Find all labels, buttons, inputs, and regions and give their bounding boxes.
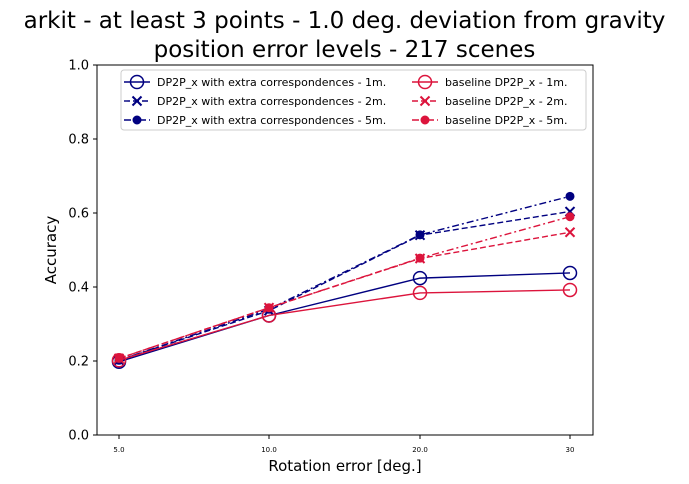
- legend: DP2P_x with extra correspondences - 1m. D…: [120, 69, 587, 131]
- legend-label: DP2P_x with extra correspondences - 5m.: [157, 114, 386, 127]
- series-5: [113, 227, 576, 364]
- legend-box: [120, 69, 587, 131]
- series-6: [114, 212, 575, 363]
- legend-item: baseline DP2P_x - 2m.: [412, 95, 568, 108]
- data-point: [114, 353, 124, 363]
- legend-marker: [129, 74, 145, 90]
- series-1: [111, 265, 578, 369]
- legend-label: DP2P_x with extra correspondences - 1m.: [157, 76, 386, 89]
- x-tick-label: 10.0: [261, 446, 277, 454]
- series-line: [118, 195, 571, 361]
- data-point: [412, 285, 428, 301]
- legend-item: DP2P_x with extra correspondences - 2m.: [124, 95, 386, 108]
- data-point: [565, 191, 575, 201]
- series-line: [118, 231, 571, 360]
- series-4: [111, 282, 578, 368]
- y-tick-label: 0.6: [68, 207, 89, 222]
- legend-label: baseline DP2P_x - 1m.: [445, 76, 568, 89]
- legend-marker: [131, 95, 143, 107]
- data-point: [264, 303, 274, 313]
- chart-subtitle: position error levels - 217 scenes: [154, 37, 536, 63]
- legend-item: DP2P_x with extra correspondences - 1m.: [124, 74, 386, 90]
- legend-item: baseline DP2P_x - 1m.: [412, 74, 568, 90]
- y-axis-label: Accuracy: [42, 216, 60, 285]
- x-axis-label: Rotation error [deg.]: [268, 457, 421, 475]
- y-tick-label: 1.0: [68, 59, 89, 74]
- y-tick-label: 0.0: [68, 429, 89, 444]
- x-tick-label: 20.0: [412, 446, 428, 454]
- legend-label: DP2P_x with extra correspondences - 2m.: [157, 95, 386, 108]
- y-tick-label: 0.4: [68, 281, 89, 296]
- data-point: [415, 253, 425, 263]
- data-point: [111, 353, 127, 368]
- legend-item: baseline DP2P_x - 5m.: [412, 114, 568, 127]
- series-line: [118, 272, 571, 363]
- legend-marker: [419, 95, 431, 107]
- data-point: [565, 212, 575, 222]
- plot-area: 0.0 0.2 0.4 0.6 0.8 1.0 5.0 10.0 20.0 30: [68, 59, 594, 454]
- chart-title: arkit - at least 3 points - 1.0 deg. dev…: [24, 8, 666, 34]
- data-point: [564, 227, 576, 238]
- x-tick-label: 5.0: [113, 446, 124, 454]
- data-point: [562, 265, 578, 281]
- y-tick-label: 0.2: [68, 355, 89, 370]
- y-tick-label: 0.8: [68, 133, 89, 148]
- series-line: [118, 216, 571, 360]
- series-line: [118, 289, 571, 361]
- legend-label: baseline DP2P_x - 5m.: [445, 114, 568, 127]
- plot-frame: [96, 64, 594, 436]
- data-point: [562, 282, 578, 298]
- legend-marker: [420, 115, 430, 125]
- x-tick-label: 30: [566, 446, 575, 454]
- legend-label: baseline DP2P_x - 2m.: [445, 95, 568, 108]
- legend-item: DP2P_x with extra correspondences - 5m.: [124, 114, 386, 127]
- data-point: [412, 270, 428, 286]
- legend-marker: [132, 115, 142, 125]
- data-point: [415, 230, 425, 240]
- legend-marker: [417, 74, 433, 90]
